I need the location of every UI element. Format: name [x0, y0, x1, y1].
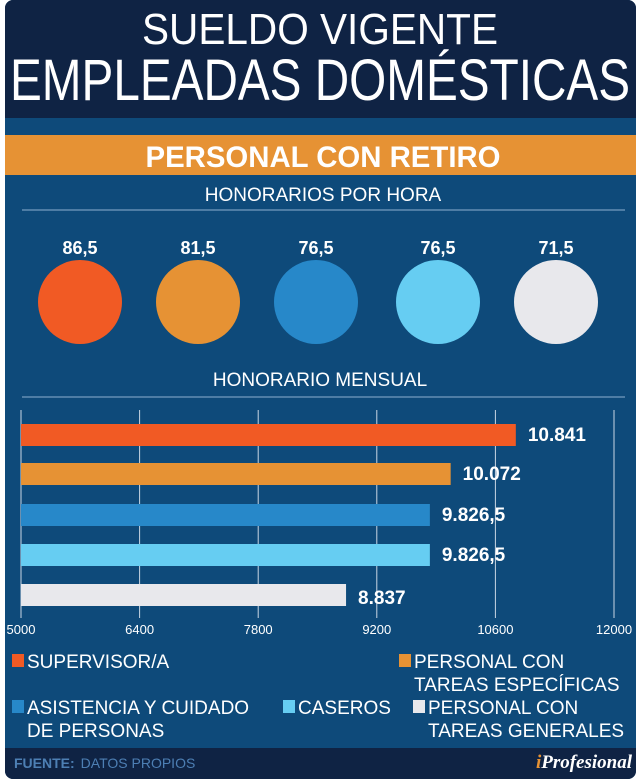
- bubble-label: 76,5: [298, 238, 333, 258]
- legend-item: SUPERVISOR/A: [12, 652, 170, 673]
- legend-label: CASEROS: [298, 698, 391, 719]
- legend-label: SUPERVISOR/A: [27, 652, 170, 673]
- bubble: [514, 260, 598, 344]
- hourly-bubbles: 86,5 81,5 76,5 76,5 71,5: [38, 238, 598, 344]
- brand-logo: iProfesional: [536, 752, 632, 774]
- bubble: [156, 260, 240, 344]
- brand-name: Profesional: [541, 752, 632, 773]
- monthly-title: HONORARIO MENSUAL: [213, 370, 427, 391]
- bar: [21, 463, 451, 485]
- footer-source: FUENTE: DATOS PROPIOS: [14, 755, 195, 771]
- infographic: [5, 0, 636, 779]
- bar-value-label: 10.841: [528, 425, 587, 446]
- hourly-title: HONORARIOS POR HORA: [205, 185, 442, 206]
- legend-label: ASISTENCIA Y CUIDADO: [27, 698, 249, 719]
- x-tick-label: 12000: [596, 622, 632, 637]
- legend-item: CASEROS: [283, 698, 391, 719]
- x-axis-ticks: 5000 6400 7800 9200 10600 12000: [7, 622, 633, 637]
- x-tick-label: 6400: [125, 622, 154, 637]
- legend-label: PERSONAL CON: [428, 698, 578, 719]
- legend-swatch: [12, 700, 24, 713]
- bubble-label: 71,5: [538, 238, 573, 258]
- legend-swatch: [12, 654, 24, 667]
- bubble-label: 76,5: [420, 238, 455, 258]
- legend-swatch: [399, 654, 411, 667]
- bubble: [38, 260, 122, 344]
- bar-value-label: 10.072: [463, 464, 521, 485]
- title-line2: EMPLEADAS DOMÉSTICAS: [10, 48, 630, 113]
- legend-swatch: [283, 700, 295, 713]
- bar: [21, 584, 347, 606]
- bubble-label: 81,5: [180, 238, 215, 258]
- x-tick-label: 9200: [362, 622, 391, 637]
- legend-label: TAREAS GENERALES: [428, 721, 624, 742]
- legend-label: DE PERSONAS: [27, 721, 164, 742]
- x-tick-label: 7800: [244, 622, 273, 637]
- x-tick-label: 10600: [477, 622, 513, 637]
- legend-label: PERSONAL CON: [414, 652, 564, 673]
- legend-label: TAREAS ESPECÍFICAS: [414, 675, 620, 696]
- banner-title: PERSONAL CON RETIRO: [146, 141, 501, 174]
- bar: [21, 504, 430, 526]
- footer: [5, 748, 636, 779]
- bubble-label: 86,5: [62, 238, 97, 258]
- bar: [21, 424, 516, 446]
- bar-value-label: 9.826,5: [442, 505, 506, 526]
- banner: [5, 135, 636, 175]
- header: [5, 0, 636, 118]
- bubble: [274, 260, 358, 344]
- brand-i: i: [535, 752, 542, 773]
- bar-value-label: 8.837: [358, 588, 406, 609]
- bubble: [396, 260, 480, 344]
- bar: [21, 544, 430, 566]
- source-value: DATOS PROPIOS: [80, 755, 196, 771]
- bar-value-label: 9.826,5: [442, 545, 506, 566]
- legend-swatch: [413, 700, 425, 713]
- source-label: FUENTE:: [14, 755, 75, 771]
- title-line1: SUELDO VIGENTE: [142, 5, 498, 54]
- x-tick-label: 5000: [7, 622, 36, 637]
- chart-bars: 10.841 10.072 9.826,5 9.826,5 8.837: [21, 424, 586, 609]
